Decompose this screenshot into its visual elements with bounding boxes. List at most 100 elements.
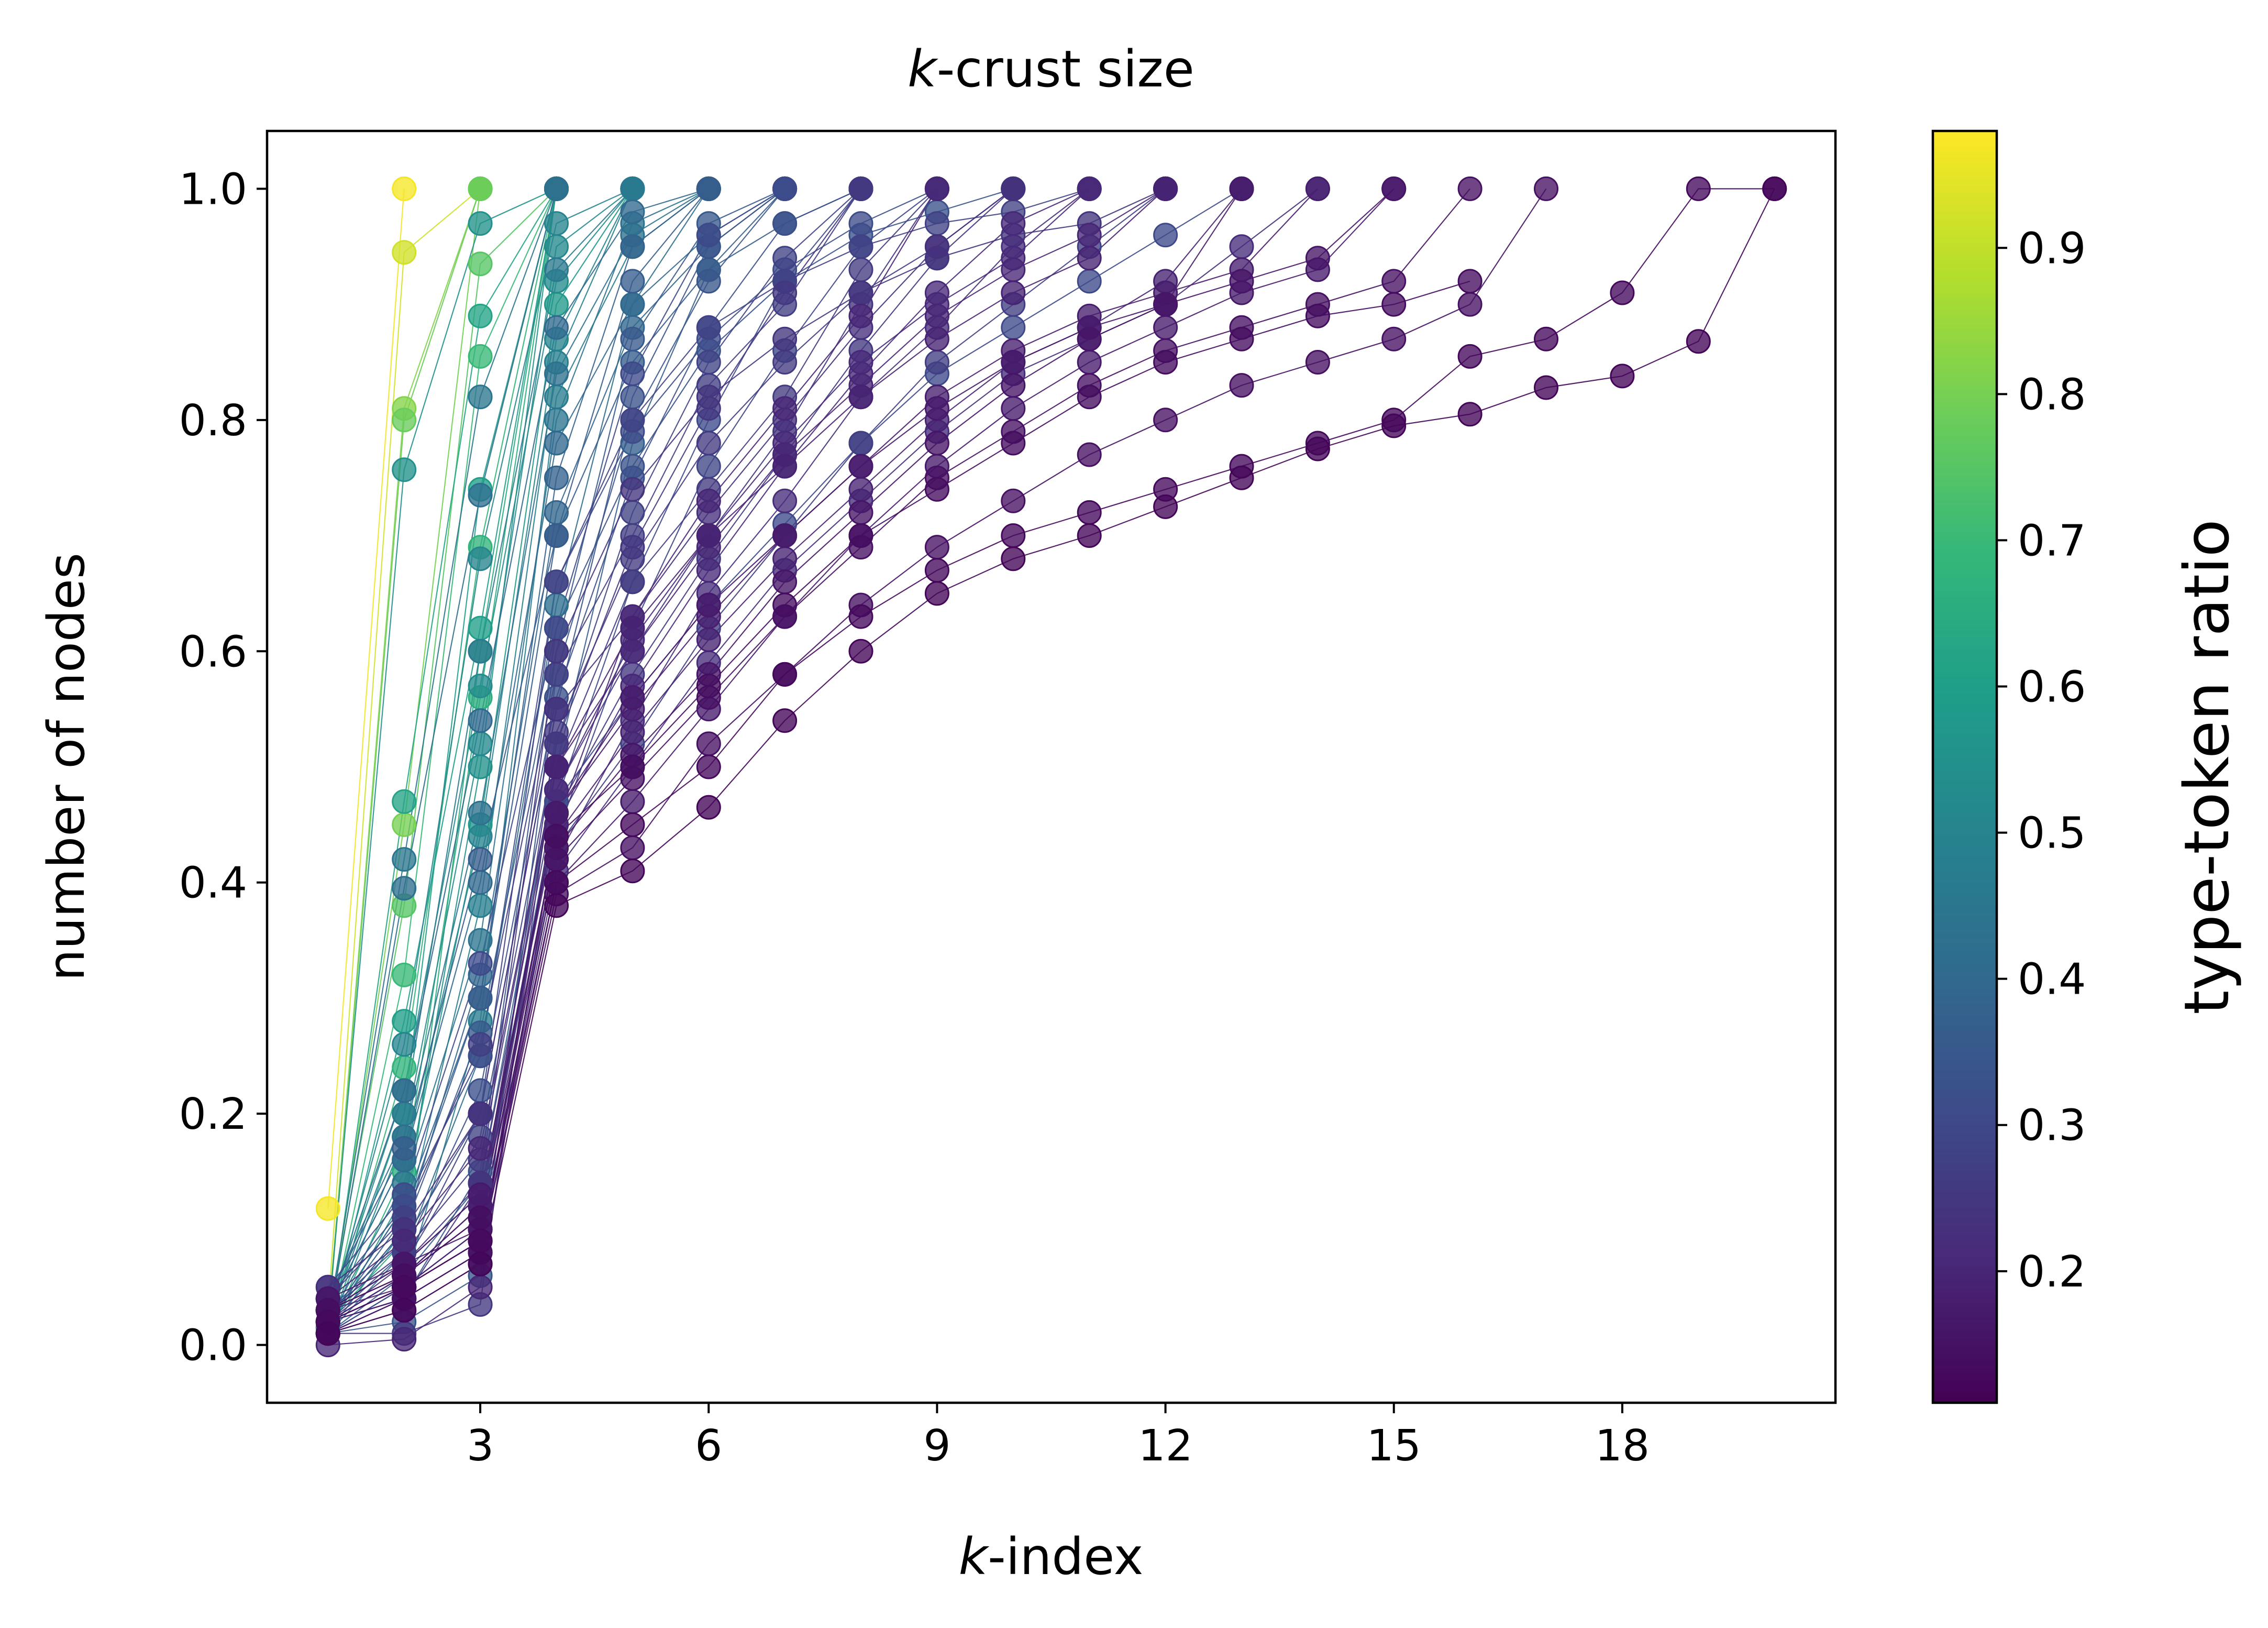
data-point xyxy=(848,176,873,201)
y-tick-label: 0.2 xyxy=(179,1090,247,1139)
x-tick-label: 3 xyxy=(467,1421,494,1471)
data-point xyxy=(544,823,569,849)
y-axis-ticks: 0.0 0.2 0.4 0.6 0.8 1.0 xyxy=(179,164,267,1371)
data-point xyxy=(772,350,798,375)
data-point xyxy=(772,176,798,201)
data-point xyxy=(544,800,569,826)
data-point xyxy=(696,223,721,248)
x-tick-label: 6 xyxy=(695,1421,722,1471)
data-point xyxy=(620,685,645,710)
data-point xyxy=(1077,442,1102,467)
data-point xyxy=(1457,176,1483,201)
data-point xyxy=(468,1032,493,1057)
data-point xyxy=(772,326,798,351)
data-point xyxy=(1153,315,1178,340)
data-point xyxy=(1229,326,1254,351)
data-point xyxy=(544,847,569,872)
colorbar-ticks: 0.2 0.3 0.4 0.5 0.6 0.7 0.8 0.9 xyxy=(1997,224,2086,1297)
series-line xyxy=(327,188,709,1323)
x-tick-label: 12 xyxy=(1138,1421,1192,1471)
data-point xyxy=(924,211,949,236)
data-point xyxy=(468,546,493,571)
data-point xyxy=(544,615,569,641)
data-point xyxy=(544,523,569,548)
series-line xyxy=(327,189,557,1334)
data-point xyxy=(696,431,721,456)
data-point xyxy=(1001,396,1026,421)
data-point xyxy=(315,1196,340,1221)
data-point xyxy=(544,292,569,317)
data-point xyxy=(544,893,569,918)
colorbar-tick-label: 0.9 xyxy=(2018,224,2086,273)
data-point xyxy=(1229,234,1254,259)
colorbar-tick-label: 0.7 xyxy=(2018,516,2086,566)
colorbar-tick-label: 0.4 xyxy=(2018,955,2086,1005)
data-point xyxy=(1153,494,1178,519)
series-line xyxy=(327,188,709,1323)
data-point xyxy=(1001,350,1026,375)
data-point xyxy=(620,859,645,884)
data-point xyxy=(620,200,645,224)
colorbar-tick-label: 0.6 xyxy=(2018,663,2086,712)
data-point xyxy=(1001,373,1026,398)
data-point xyxy=(1001,176,1026,201)
data-point xyxy=(848,477,873,502)
data-point xyxy=(620,361,645,386)
x-tick-label: 18 xyxy=(1595,1421,1650,1471)
data-point xyxy=(1077,176,1102,201)
data-point xyxy=(620,292,645,317)
series-line xyxy=(327,188,861,1300)
data-point xyxy=(468,1274,493,1300)
data-point xyxy=(1077,246,1102,271)
data-point xyxy=(848,303,873,328)
data-point xyxy=(848,234,873,259)
data-point xyxy=(544,315,569,340)
data-point xyxy=(468,344,493,369)
data-point xyxy=(696,558,721,583)
data-point xyxy=(544,211,569,236)
series-line xyxy=(327,188,709,1299)
data-point xyxy=(392,1032,417,1057)
data-point xyxy=(620,639,645,664)
series-line xyxy=(327,188,1775,1323)
data-point xyxy=(924,477,949,502)
data-point xyxy=(696,488,721,513)
data-point xyxy=(544,234,569,259)
data-point xyxy=(544,592,569,618)
data-point xyxy=(1001,280,1026,305)
data-point xyxy=(620,535,645,560)
data-point xyxy=(848,639,873,664)
colorbar-tick-label: 0.2 xyxy=(2018,1247,2086,1297)
data-point xyxy=(468,615,493,641)
data-point xyxy=(620,789,645,814)
data-point xyxy=(620,569,645,595)
data-point xyxy=(1077,326,1102,351)
data-point xyxy=(1534,326,1558,351)
data-point xyxy=(696,523,721,548)
data-point xyxy=(1457,292,1483,317)
series-line xyxy=(327,188,710,1334)
data-point xyxy=(544,639,569,664)
data-point xyxy=(1610,364,1635,389)
data-point xyxy=(1153,223,1178,248)
data-point xyxy=(696,384,721,410)
data-point xyxy=(392,408,417,433)
data-point xyxy=(1381,176,1407,201)
data-point xyxy=(468,251,493,277)
data-point xyxy=(468,303,493,328)
data-point xyxy=(468,847,493,872)
data-point xyxy=(620,477,645,502)
data-point xyxy=(696,592,721,618)
data-point xyxy=(1305,350,1330,375)
data-point xyxy=(468,1078,493,1103)
series-line xyxy=(327,189,405,1209)
data-point xyxy=(468,482,493,508)
data-point xyxy=(1229,269,1254,294)
colorbar-label: type-token ratio xyxy=(2171,519,2243,1015)
series-line xyxy=(327,188,709,1311)
data-point xyxy=(1001,315,1026,340)
data-point xyxy=(924,326,949,351)
data-point xyxy=(1686,329,1711,354)
